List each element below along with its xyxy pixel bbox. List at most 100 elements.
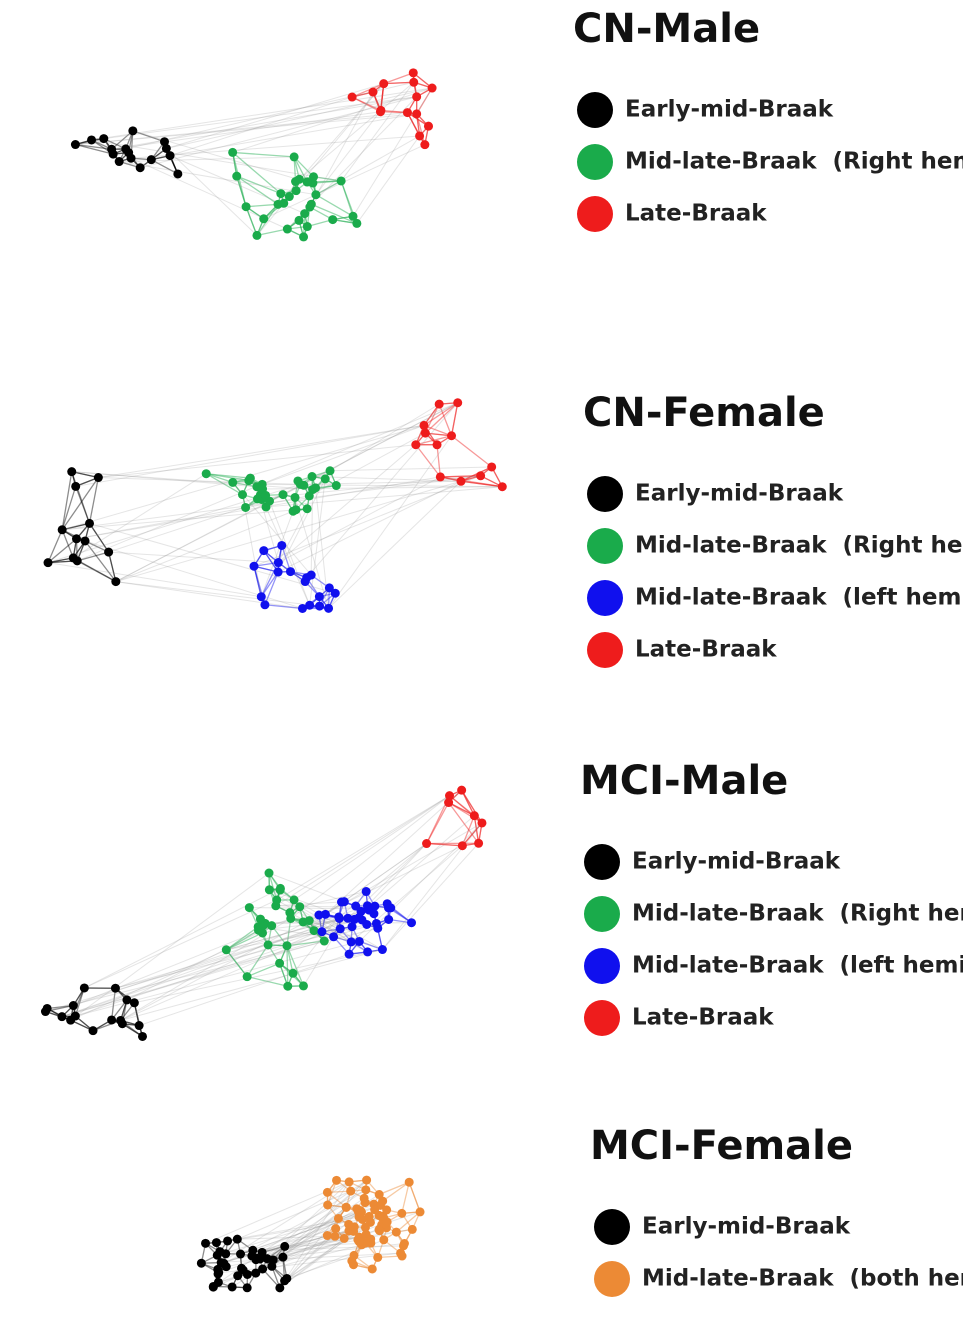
node [306,199,316,209]
edge [75,928,341,1017]
edge [278,444,417,563]
legend-swatch [577,196,613,232]
edge [120,914,320,1021]
edge [330,466,492,472]
edge [460,466,492,482]
edge [126,925,272,1001]
node [328,215,338,225]
node [146,155,156,165]
node [110,983,120,993]
legend-label: Early-mid-Braak [642,1214,851,1240]
node [404,1177,414,1187]
edge [383,72,414,85]
edge [71,471,313,491]
edge [351,96,381,113]
node [126,153,136,163]
node [275,958,285,968]
node [384,915,394,925]
node [236,1249,246,1259]
edge [245,206,258,236]
edge [423,402,459,426]
edge [76,476,441,540]
edge [98,477,301,485]
edge [84,540,117,583]
node [330,588,340,598]
edge [120,918,355,1021]
edge [108,551,279,564]
edge [246,944,269,978]
node [344,1219,354,1229]
node [71,481,81,491]
edge [416,87,433,115]
node [379,79,389,89]
node [291,186,301,196]
edge [258,926,360,942]
node [476,471,486,481]
node [309,926,319,936]
edge [401,1182,410,1214]
node [447,431,457,441]
legend-label: Mid-late-Braak (Right hemi.) [635,533,963,559]
edge [340,180,354,217]
node [252,482,262,492]
edge [328,480,462,609]
edge [382,822,483,950]
node [320,474,330,484]
edge [47,529,63,563]
node [43,558,53,568]
edge [225,926,259,951]
node [420,140,430,150]
node [419,420,429,430]
edge [61,908,368,1018]
node [300,209,310,219]
edge [75,113,417,146]
node [251,1268,261,1278]
node [282,941,292,951]
edge [329,403,440,472]
edge [286,945,305,987]
edge [408,1182,421,1213]
network-edges [44,72,503,1289]
node [319,936,329,946]
legend-label: Mid-late-Braak (both hemi.) [642,1266,963,1292]
edge [70,949,227,1021]
node [85,518,95,528]
edge [440,476,503,488]
node [335,924,345,934]
node [201,469,211,479]
panel-title: MCI-Female [590,1123,853,1169]
node [282,1273,292,1283]
edge [309,920,383,951]
legend-label: Late-Braak [632,1005,774,1031]
edge [73,473,207,559]
node [159,137,169,147]
node [238,1265,248,1275]
edge [71,471,99,479]
node [233,1271,243,1281]
edge [268,872,345,903]
node [116,1015,126,1025]
edge [77,402,458,562]
node [282,224,292,234]
node [363,947,373,957]
edge [461,815,475,846]
edge [325,789,462,915]
node [320,909,330,919]
edge [473,815,480,844]
legend-swatch [587,476,623,512]
edge [276,899,352,943]
edge [91,139,342,182]
node [397,1208,407,1218]
node [196,1258,206,1268]
node [314,910,324,920]
node [258,1264,268,1274]
edge [77,551,109,562]
edge [256,83,385,236]
node [427,83,437,93]
node [411,440,421,450]
edge [425,802,450,844]
edge [473,815,480,844]
node [373,1252,383,1262]
edge [115,510,294,583]
edge [276,795,450,901]
